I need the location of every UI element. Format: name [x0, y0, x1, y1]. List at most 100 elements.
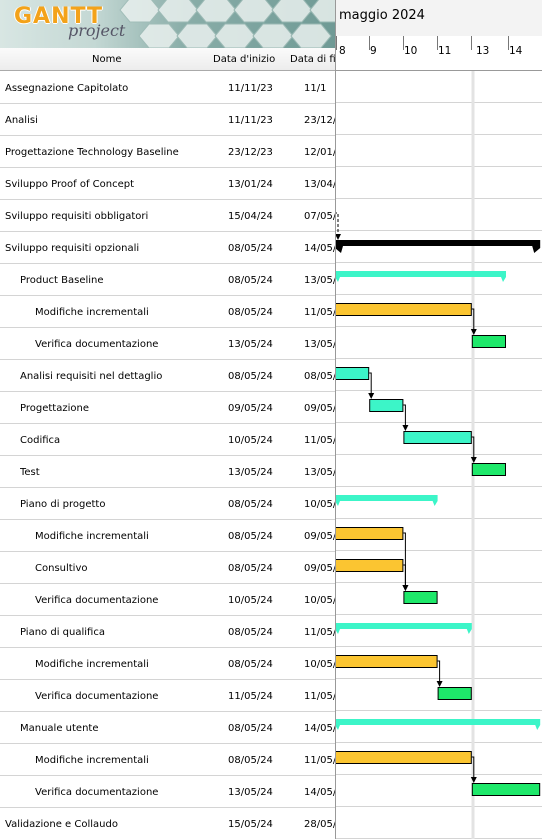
- task-end-date: 12/01/: [304, 147, 336, 158]
- task-row[interactable]: Verifica documentazione 11/05/24 11/05/: [0, 679, 336, 712]
- task-name: Verifica documentazione: [35, 787, 159, 798]
- subgroup-bar: [336, 719, 541, 730]
- task-end-date: 14/05/: [304, 787, 336, 798]
- day-tick: [508, 36, 509, 50]
- task-row[interactable]: Validazione e Collaudo 15/05/24 28/05/: [0, 807, 336, 839]
- task-name: Piano di qualifica: [20, 627, 105, 638]
- dependency-arrowhead: [336, 234, 341, 240]
- task-row[interactable]: Product Baseline 08/05/24 13/05/: [0, 263, 336, 296]
- dependency-arrow: [471, 436, 475, 461]
- dependency-arrow: [437, 660, 441, 685]
- task-name: Progettazione: [20, 403, 89, 414]
- task-end-date: 09/05/: [304, 563, 336, 574]
- task-row[interactable]: Modifiche incrementali 08/05/24 11/05/: [0, 743, 336, 776]
- task-name: Test: [20, 467, 40, 478]
- task-row[interactable]: Verifica documentazione 13/05/24 13/05/: [0, 327, 336, 360]
- task-row[interactable]: Modifiche incrementali 08/05/24 09/05/: [0, 519, 336, 552]
- task-row[interactable]: Sviluppo requisiti opzionali 08/05/24 14/0…: [0, 231, 336, 264]
- task-row[interactable]: Verifica documentazione 13/05/24 14/05/: [0, 775, 336, 808]
- task-row[interactable]: Analisi requisiti nel dettaglio 08/05/24 0…: [0, 359, 336, 392]
- task-end-date: 13/05/: [304, 339, 336, 350]
- logo-sub-text: project: [68, 21, 126, 40]
- task-name: Consultivo: [35, 563, 88, 574]
- task-end-date: 10/05/: [304, 595, 336, 606]
- dependency-arrow: [369, 372, 372, 397]
- subgroup-bar: [336, 271, 506, 282]
- task-row[interactable]: Consultivo 08/05/24 09/05/: [0, 551, 336, 584]
- column-header-name[interactable]: Nome: [92, 54, 122, 65]
- task-name: Analisi requisiti nel dettaglio: [20, 371, 163, 382]
- gantt-chart: maggio 2024 8 9 10 11 13 14: [336, 0, 542, 839]
- dependency-arrow: [471, 756, 475, 781]
- task-start-date: 11/11/23: [228, 83, 273, 94]
- task-row[interactable]: Test 13/05/24 13/05/: [0, 455, 336, 488]
- task-start-date: 08/05/24: [228, 531, 273, 542]
- task-bar: [336, 527, 404, 540]
- task-name: Piano di progetto: [20, 499, 106, 510]
- day-tick: [471, 36, 472, 50]
- column-header-end[interactable]: Data di fi: [290, 54, 336, 65]
- day-label: 10: [404, 45, 418, 57]
- task-end-date: 09/05/: [304, 531, 336, 542]
- task-start-date: 11/11/23: [228, 115, 273, 126]
- task-end-date: 13/05/: [304, 467, 336, 478]
- task-row[interactable]: Sviluppo Proof of Concept 13/01/24 13/04/: [0, 167, 336, 200]
- task-name: Manuale utente: [20, 723, 99, 734]
- task-row[interactable]: Modifiche incrementali 08/05/24 10/05/: [0, 647, 336, 680]
- task-row[interactable]: Piano di qualifica 08/05/24 11/05/: [0, 615, 336, 648]
- task-row[interactable]: Analisi 11/11/23 23/12/: [0, 103, 336, 136]
- month-header: maggio 2024: [336, 0, 542, 37]
- task-name: Modifiche incrementali: [35, 531, 149, 542]
- task-bar: [336, 655, 438, 668]
- task-start-date: 11/05/24: [228, 691, 273, 702]
- day-label: 13: [476, 45, 490, 57]
- day-label: 8: [339, 45, 346, 57]
- gantt-bars: [336, 71, 542, 839]
- task-name: Sviluppo requisiti obbligatori: [5, 211, 149, 222]
- task-bar: [336, 559, 404, 572]
- task-name: Sviluppo requisiti opzionali: [5, 243, 140, 254]
- task-start-date: 08/05/24: [228, 627, 273, 638]
- table-chart-splitter[interactable]: [335, 0, 336, 839]
- task-name: Codifica: [20, 435, 61, 446]
- task-row[interactable]: Progettazione 09/05/24 09/05/: [0, 391, 336, 424]
- task-start-date: 08/05/24: [228, 755, 273, 766]
- task-row[interactable]: Assegnazione Capitolato 11/11/23 11/1: [0, 71, 336, 104]
- task-row[interactable]: Modifiche incrementali 08/05/24 11/05/: [0, 295, 336, 328]
- summary-bar: [336, 240, 541, 253]
- day-label: 9: [370, 45, 377, 57]
- task-bar: [336, 303, 472, 316]
- task-start-date: 13/05/24: [228, 787, 273, 798]
- task-start-date: 23/12/23: [228, 147, 273, 158]
- dependency-arrow: [471, 308, 475, 333]
- task-start-date: 13/01/24: [228, 179, 273, 190]
- task-end-date: 23/12/: [304, 115, 336, 126]
- task-row[interactable]: Sviluppo requisiti obbligatori 15/04/24 07…: [0, 199, 336, 232]
- task-start-date: 13/05/24: [228, 467, 273, 478]
- task-bar: [336, 367, 370, 380]
- task-start-date: 09/05/24: [228, 403, 273, 414]
- logo-hexagon-pattern: [119, 0, 336, 48]
- task-name: Verifica documentazione: [35, 339, 159, 350]
- task-bar: [403, 431, 472, 444]
- dependency-arrowhead: [470, 329, 477, 335]
- task-row[interactable]: Codifica 10/05/24 11/05/: [0, 423, 336, 456]
- task-row[interactable]: Progettazione Technology Baseline 23/12/2…: [0, 135, 336, 168]
- task-row[interactable]: Piano di progetto 08/05/24 10/05/: [0, 487, 336, 520]
- task-table: GANTT project Nome Data d'inizio Data di…: [0, 0, 336, 839]
- task-start-date: 08/05/24: [228, 243, 273, 254]
- day-label: 11: [438, 45, 452, 57]
- dependency-arrow: [403, 564, 406, 589]
- task-name: Modifiche incrementali: [35, 659, 149, 670]
- task-end-date: 11/05/: [304, 627, 336, 638]
- task-bar: [403, 591, 438, 604]
- column-header-start[interactable]: Data d'inizio: [213, 54, 276, 65]
- task-row[interactable]: Manuale utente 08/05/24 14/05/: [0, 711, 336, 744]
- task-start-date: 15/05/24: [228, 819, 273, 830]
- task-row[interactable]: Verifica documentazione 10/05/24 10/05/: [0, 583, 336, 616]
- task-end-date: 11/05/: [304, 691, 336, 702]
- day-tick: [403, 36, 404, 50]
- task-start-date: 08/05/24: [228, 499, 273, 510]
- dependency-arrow: [403, 532, 406, 589]
- dependency-arrow: [336, 212, 339, 238]
